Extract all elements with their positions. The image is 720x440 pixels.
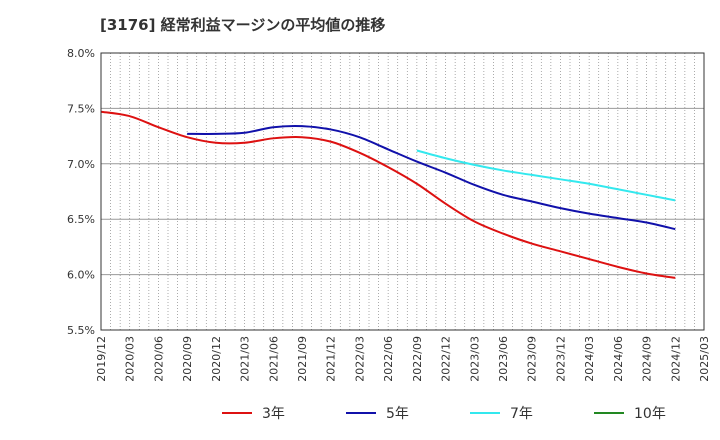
series-line-0: [100, 110, 676, 279]
x-tick-label: 2022/12: [440, 336, 453, 382]
y-tick-label: 7.5%: [67, 102, 95, 115]
x-tick-label: 2021/12: [325, 336, 338, 382]
x-tick-label: 2023/03: [468, 336, 481, 382]
x-tick-label: 2020/12: [210, 336, 223, 382]
legend-label-3: 10年: [634, 406, 666, 422]
x-tick-label: 2023/09: [526, 336, 539, 382]
legend: 3年 5年 7年 10年: [222, 406, 666, 422]
x-tick-label: 2024/06: [612, 336, 625, 382]
x-tick-label: 2021/06: [267, 336, 280, 382]
chart-title: [3176] 経常利益マージンの平均値の推移: [100, 16, 386, 34]
x-tick-label: 2024/03: [583, 336, 596, 382]
x-tick-label: 2022/03: [353, 336, 366, 382]
y-tick-label: 8.0%: [67, 47, 95, 60]
series-lines: [100, 110, 676, 279]
x-tick-label: 2021/03: [239, 336, 252, 382]
y-tick-label: 7.0%: [67, 158, 95, 171]
y-tick-label: 5.5%: [67, 324, 95, 337]
x-tick-label: 2021/09: [296, 336, 309, 382]
x-tick-label: 2022/09: [411, 336, 424, 382]
x-tick-label: 2023/12: [554, 336, 567, 382]
legend-label-0: 3年: [262, 406, 285, 422]
x-tick-label: 2022/06: [382, 336, 395, 382]
x-tick-label: 2024/12: [669, 336, 682, 382]
x-tick-label: 2020/06: [152, 336, 165, 382]
series-line-2: [416, 149, 676, 202]
series-line-1: [187, 124, 676, 231]
x-tick-label: 2025/03: [698, 336, 711, 382]
y-tick-label: 6.0%: [67, 269, 95, 282]
legend-label-1: 5年: [386, 406, 409, 422]
x-tick-label: 2020/03: [124, 336, 137, 382]
x-tick-label: 2020/09: [181, 336, 194, 382]
x-tick-label: 2023/06: [497, 336, 510, 382]
axes: 5.5% 6.0% 6.5% 7.0% 7.5% 8.0% 2019/12 2020/03 20…: [67, 47, 711, 382]
y-tick-label: 6.5%: [67, 213, 95, 226]
plot-frame: [100, 52, 705, 331]
grid: [100, 52, 705, 331]
x-tick-label: 2024/09: [641, 336, 654, 382]
x-tick-label: 2019/12: [95, 336, 108, 382]
legend-label-2: 7年: [510, 406, 533, 422]
